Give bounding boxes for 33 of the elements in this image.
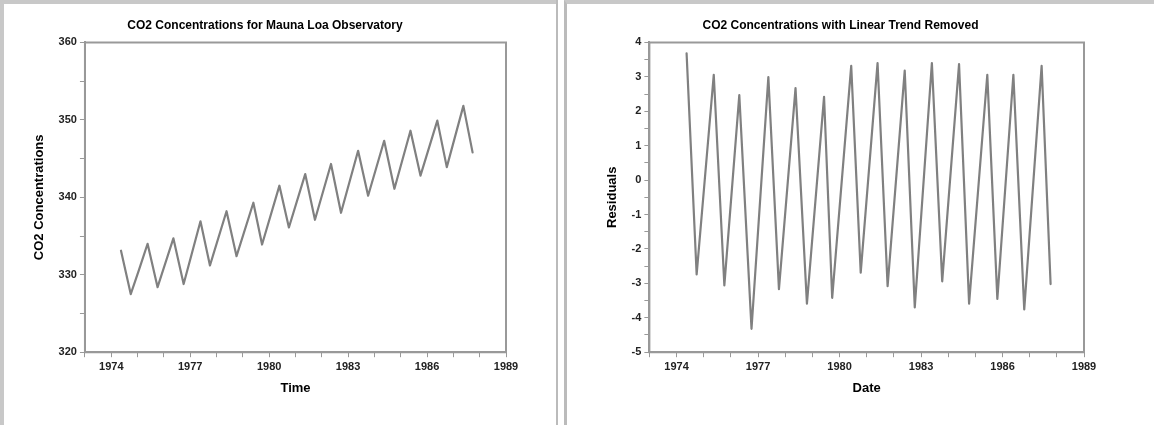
y-axis-title: CO2 Concentrations [31, 134, 47, 261]
y-tick-label: 2 [635, 104, 642, 117]
x-tick-label: 1980 [256, 359, 282, 372]
x-tick-label: 1977 [177, 359, 203, 372]
x-tick-label: 1989 [493, 359, 519, 372]
y-tick-label: 1 [635, 138, 642, 151]
x-tick-label: 1983 [908, 359, 934, 372]
x-tick-label: 1977 [745, 359, 771, 372]
y-tick-label: 0 [635, 173, 642, 186]
y-tick-label: 360 [58, 35, 77, 48]
y-tick-label: -2 [631, 241, 642, 254]
y-tick-label: 4 [635, 35, 643, 48]
y-tick-label: -1 [631, 207, 642, 220]
x-axis-title: Time [280, 379, 311, 395]
x-tick-label: 1974 [664, 359, 690, 372]
x-axis-title: Date [852, 379, 881, 395]
y-tick-label: -4 [631, 310, 643, 323]
x-tick-label: 1986 [990, 359, 1015, 372]
x-tick-label: 1980 [827, 359, 852, 372]
y-tick-label: -5 [631, 345, 642, 358]
y-tick-label: 350 [58, 112, 77, 125]
y-tick-label: -3 [631, 276, 642, 289]
y-tick-label: 330 [58, 267, 77, 280]
x-tick-label: 1986 [414, 359, 440, 372]
chart-title: CO2 Concentrations with Linear Trend Removed [702, 17, 979, 32]
x-tick-label: 1989 [1071, 359, 1097, 372]
y-tick-label: 340 [58, 190, 77, 203]
x-tick-label: 1974 [99, 359, 125, 372]
y-axis-title: Residuals [604, 166, 620, 229]
y-tick-label: 320 [58, 345, 77, 358]
x-tick-label: 1983 [335, 359, 361, 372]
chart-title: CO2 Concentrations for Mauna Loa Observatory [127, 17, 404, 32]
y-tick-label: 3 [635, 69, 642, 82]
